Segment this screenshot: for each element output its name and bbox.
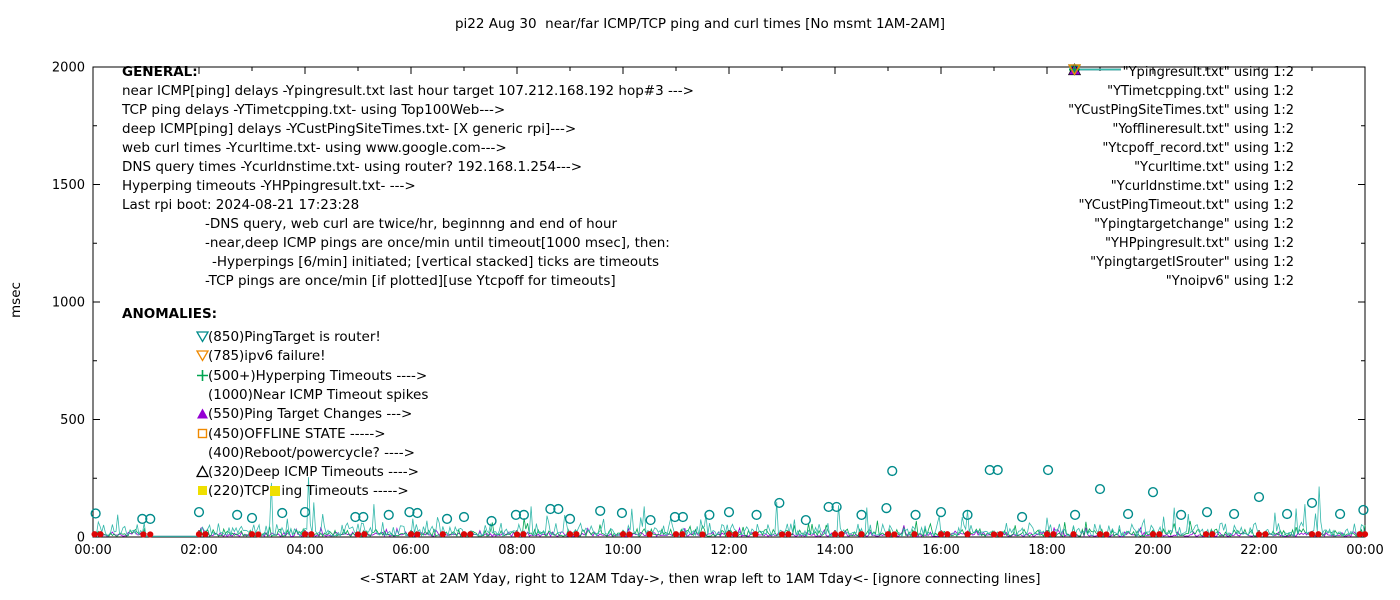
svg-text:0: 0	[77, 531, 85, 546]
tri-down-open-icon	[196, 349, 209, 363]
legend-label: "Ynoipv6" using 1:2	[1165, 274, 1294, 289]
general-line: TCP ping delays -YTimetcpping.txt- using…	[122, 102, 506, 118]
svg-text:14:00: 14:00	[816, 543, 853, 558]
legend-item: "Ytcpoff_record.txt" using 1:2	[1068, 65, 1358, 158]
svg-text:1000: 1000	[52, 296, 85, 311]
legend-item: "YHPpingresult.txt" using 1:2	[1068, 64, 1358, 253]
anomaly-row: (320)Deep ICMP Timeouts ---->	[122, 464, 722, 483]
x-axis-label: <-START at 2AM Yday, right to 12AM Tday-…	[359, 571, 1041, 587]
legend-item: "YTimetcpping.txt" using 1:2	[1068, 68, 1358, 101]
svg-text:04:00: 04:00	[286, 543, 323, 558]
anomaly-row: (500+)Hyperping Timeouts ---->	[122, 368, 722, 387]
legend-item: "Yofflineresult.txt" using 1:2	[1068, 64, 1358, 139]
legend-label: "Ytcpoff_record.txt" using 1:2	[1102, 141, 1294, 156]
svg-text:500: 500	[60, 413, 85, 428]
general-heading: GENERAL:	[122, 64, 198, 80]
svg-text:10:00: 10:00	[604, 543, 641, 558]
legend-item: "Ypingtargetchange" using 1:2	[1068, 64, 1358, 234]
svg-text:22:00: 22:00	[1240, 543, 1277, 558]
legend-label: "Ycurltime.txt" using 1:2	[1134, 160, 1294, 175]
svg-text:18:00: 18:00	[1028, 543, 1065, 558]
general-line: Hyperping timeouts -YHPpingresult.txt- -…	[122, 178, 416, 194]
legend-label: "YHPpingresult.txt" using 1:2	[1105, 236, 1294, 251]
legend-label: "Ycurldnstime.txt" using 1:2	[1110, 179, 1294, 194]
square-filled-icon	[270, 486, 281, 497]
svg-text:02:00: 02:00	[180, 543, 217, 558]
svg-text:16:00: 16:00	[922, 543, 959, 558]
curl-time-points	[90, 464, 1369, 527]
legend-label: "Ypingresult.txt" using 1:2	[1122, 65, 1294, 80]
anomaly-row: (850)PingTarget is router!	[122, 329, 722, 348]
legend-item: "YCustPingSiteTimes.txt" using 1:2	[1068, 68, 1358, 120]
legend-item: "YCustPingTimeout.txt" using 1:2	[1068, 63, 1358, 215]
legend-label: "Ypingtargetchange" using 1:2	[1094, 217, 1294, 232]
general-line: DNS query times -Ycurldnstime.txt- using…	[122, 159, 583, 175]
anomaly-text: (785)ipv6 failure!	[208, 348, 326, 365]
anomaly-text: (450)OFFLINE STATE ----->	[208, 425, 386, 442]
tri-up-filled-icon	[196, 407, 209, 420]
square-filled-icon	[196, 484, 209, 497]
anomaly-text: (220)TCP ing Timeouts ----->	[208, 483, 409, 500]
anomaly-text: (400)Reboot/powercycle? ---->	[208, 444, 415, 461]
general-line: Last rpi boot: 2024-08-21 17:23:28	[122, 197, 360, 213]
general-line: -TCP pings are once/min [if plotted][use…	[205, 273, 616, 289]
legend-label: "YTimetcpping.txt" using 1:2	[1107, 84, 1294, 99]
legend-label: "YCustPingSiteTimes.txt" using 1:2	[1068, 103, 1294, 118]
y-tick-labels: 0 500 1000 1500 2000	[52, 61, 85, 546]
anomaly-text: (500+)Hyperping Timeouts ---->	[208, 367, 428, 384]
legend-item: "Ycurldnstime.txt" using 1:2	[1068, 65, 1358, 196]
svg-text:2000: 2000	[52, 61, 85, 76]
legend-label: "YCustPingTimeout.txt" using 1:2	[1078, 198, 1294, 213]
legend-label: "YpingtargetISrouter" using 1:2	[1090, 255, 1294, 270]
x-tick-labels: 00:00 02:00 04:00 06:00 08:00 10:00 12:00 14:00…	[74, 543, 1383, 558]
legend-item: "YpingtargetISrouter" using 1:2	[1068, 64, 1358, 272]
general-line: -near,deep ICMP pings are once/min until…	[205, 235, 670, 251]
anomaly-row: (450)OFFLINE STATE ----->	[122, 426, 722, 445]
legend-item: "Ynoipv6" using 1:2	[1068, 64, 1358, 291]
tri-down-open-icon	[196, 330, 209, 343]
legend-item: "Ypingresult.txt" using 1:2	[1068, 63, 1358, 82]
svg-text:08:00: 08:00	[498, 543, 535, 558]
square-open-icon	[196, 427, 209, 440]
anomaly-row: (550)Ping Target Changes --->	[122, 406, 722, 425]
general-line: web curl times -Ycurltime.txt- using www…	[122, 140, 507, 156]
svg-text:06:00: 06:00	[392, 543, 429, 558]
svg-text:00:00: 00:00	[1346, 543, 1383, 558]
legend-label: "Yofflineresult.txt" using 1:2	[1112, 122, 1294, 137]
tri-up-open-icon	[196, 465, 209, 478]
anomaly-text: (320)Deep ICMP Timeouts ---->	[208, 464, 419, 481]
svg-text:1500: 1500	[52, 178, 85, 193]
anomaly-row: (1000)Near ICMP Timeout spikes	[122, 387, 722, 406]
general-line: -Hyperpings [6/min] initiated; [vertical…	[212, 254, 660, 270]
anomaly-row: (220)TCP ing Timeouts ----->	[122, 483, 722, 502]
general-line: deep ICMP[ping] delays -YCustPingSiteTim…	[122, 121, 577, 137]
anomaly-text: (1000)Near ICMP Timeout spikes	[208, 386, 429, 403]
anomaly-row: (785)ipv6 failure!	[122, 348, 722, 367]
plus-icon	[196, 369, 209, 382]
svg-text:20:00: 20:00	[1134, 543, 1171, 558]
plot-legend: "Ypingresult.txt" using 1:2 "YTimetcpping…	[1068, 63, 1358, 291]
svg-text:12:00: 12:00	[710, 543, 747, 558]
anomaly-text: (850)PingTarget is router!	[208, 329, 381, 345]
legend-item: "Ycurltime.txt" using 1:2	[1068, 64, 1358, 177]
dns-time-points	[91, 531, 1369, 538]
svg-text:00:00: 00:00	[74, 543, 111, 558]
anomaly-row: (400)Reboot/powercycle? ---->	[122, 445, 722, 464]
general-line: -DNS query, web curl are twice/hr, begin…	[205, 216, 618, 232]
anomaly-text: (550)Ping Target Changes --->	[208, 406, 413, 423]
anomalies-heading: ANOMALIES:	[122, 306, 218, 322]
chart-title: pi22 Aug 30 near/far ICMP/TCP ping and c…	[454, 16, 946, 32]
general-line: near ICMP[ping] delays -Ypingresult.txt …	[122, 83, 694, 99]
